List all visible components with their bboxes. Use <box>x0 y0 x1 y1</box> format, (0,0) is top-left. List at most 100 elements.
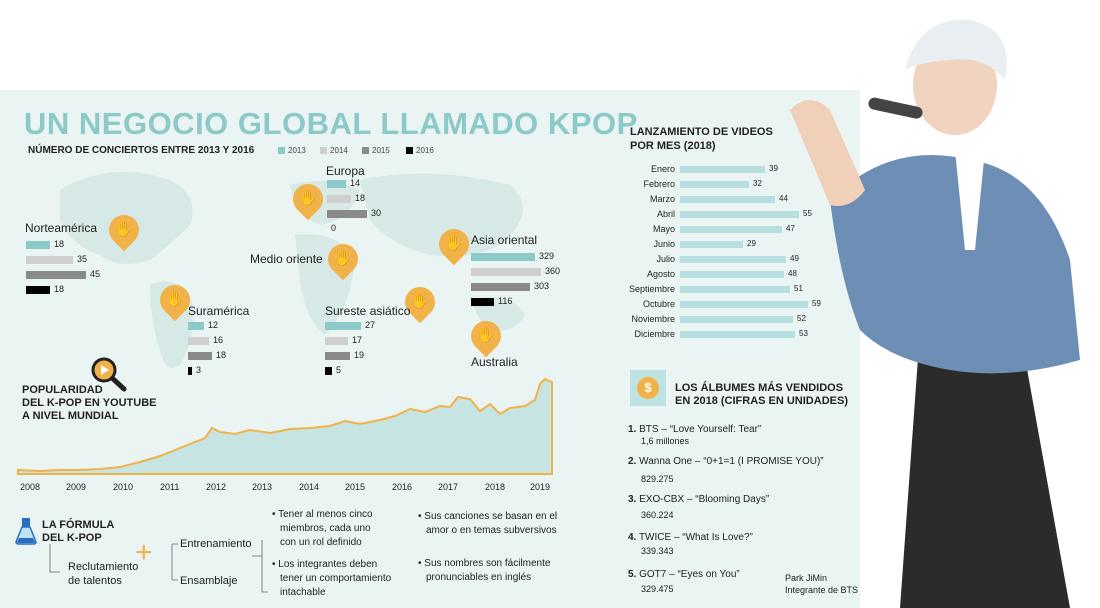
month-label: Febrero <box>643 179 675 189</box>
videos-title: LANZAMIENTO DE VIDEOS POR MES (2018) <box>630 126 773 152</box>
year-2012: 2012 <box>206 482 227 492</box>
album-1: 1. BTS – “Love Yourself: Tear” <box>628 424 762 435</box>
youtube-trend-chart <box>17 377 553 475</box>
month-label: Noviembre <box>631 314 675 324</box>
album-3-sales: 360.224 <box>641 510 674 520</box>
concert-value-2015: 45 <box>90 269 101 279</box>
video-bar <box>680 331 795 338</box>
concert-value-2013: 18 <box>54 239 65 249</box>
concert-value-2013: 14 <box>350 178 361 188</box>
concert-value-2015: 18 <box>216 350 227 360</box>
video-bar <box>680 241 743 248</box>
legend-2013: 2013 <box>278 146 306 155</box>
video-value: 55 <box>803 209 812 218</box>
page-title: UN NEGOCIO GLOBAL LLAMADO KPOP <box>24 106 638 141</box>
concert-value-2014: 16 <box>213 335 224 345</box>
year-2018: 2018 <box>485 482 506 492</box>
concert-bar-2014 <box>26 256 73 264</box>
concert-value-2013: 329 <box>539 251 555 261</box>
month-label: Septiembre <box>628 284 675 294</box>
year-2014: 2014 <box>299 482 320 492</box>
flask-icon <box>15 518 37 545</box>
formula-title: LA FÓRMULA DEL K-POP <box>42 519 115 544</box>
concert-value-2016: 18 <box>54 284 65 294</box>
artist-photo <box>790 19 1080 608</box>
video-value: 29 <box>747 239 756 248</box>
video-bar <box>680 226 782 233</box>
year-2009: 2009 <box>66 482 87 492</box>
video-value: 52 <box>797 314 806 323</box>
photo-caption: Park JiMin Integrante de BTS <box>785 573 859 595</box>
year-2017: 2017 <box>438 482 459 492</box>
albums-title: LOS ÁLBUMES MÁS VENDIDOS EN 2018 (CIFRAS… <box>675 382 848 407</box>
dollar-coin-icon: $ <box>637 377 659 399</box>
region-medio-oriente: Medio oriente <box>250 252 323 266</box>
region-suramerica: Suramérica <box>188 304 250 318</box>
month-label: Enero <box>650 164 675 174</box>
concert-bar-2013 <box>188 322 204 330</box>
region-sureste-asiatico: Sureste asiático <box>325 304 411 318</box>
month-label: Agosto <box>646 269 675 279</box>
concert-bar-2014 <box>327 195 351 203</box>
requirement-4: • Sus nombres son fácilmente pronunciabl… <box>418 558 551 583</box>
concert-value-2016: 0 <box>331 223 337 233</box>
region-australia: Australia <box>471 355 518 369</box>
concert-bar-2014 <box>188 337 209 345</box>
video-bar <box>680 256 786 263</box>
concert-value-2015: 19 <box>354 350 365 360</box>
video-value: 51 <box>794 284 803 293</box>
month-label: Octubre <box>642 299 675 309</box>
recruitment-label: Reclutamiento de talentos <box>68 561 139 587</box>
region-asia-oriental: Asia oriental <box>471 233 538 247</box>
month-label: Diciembre <box>634 329 675 339</box>
concert-bar-2015 <box>471 283 530 291</box>
video-value: 48 <box>788 269 797 278</box>
requirement-1: • Tener al menos cinco miembros, cada un… <box>272 509 373 548</box>
requirement-3: • Sus canciones se basan en el amor o en… <box>418 511 558 536</box>
concert-value-2014: 360 <box>545 266 561 276</box>
concert-bar-2015 <box>188 352 212 360</box>
pin-australia-icon: ✋ <box>464 314 508 358</box>
album-4: 4. TWICE – “What Is Love?” <box>628 532 753 543</box>
concert-value-2016: 5 <box>336 365 342 375</box>
year-2011: 2011 <box>160 482 180 492</box>
concert-value-2015: 303 <box>534 281 550 291</box>
concert-value-2015: 30 <box>371 208 382 218</box>
video-bar <box>680 271 784 278</box>
concert-bar-2013 <box>325 322 361 330</box>
coin-badge: $ <box>630 370 666 406</box>
legend-2016: 2016 <box>406 146 434 155</box>
video-bar <box>680 301 808 308</box>
month-label: Marzo <box>649 194 675 204</box>
formula-connectors <box>49 540 268 593</box>
video-value: 49 <box>790 254 799 263</box>
magnifier-youtube-icon <box>91 357 127 392</box>
youtube-title: POPULARIDAD DEL K-POP EN YOUTUBE A NIVEL… <box>22 384 157 422</box>
video-bar <box>680 166 765 173</box>
video-bar <box>680 316 793 323</box>
album-1-sales: 1,6 millones <box>641 436 690 446</box>
concerts-subtitle: NÚMERO DE CONCIERTOS ENTRE 2013 Y 2016 <box>28 145 255 156</box>
album-3: 3. EXO-CBX – “Blooming Days” <box>628 494 770 505</box>
year-2013: 2013 <box>252 482 273 492</box>
concert-value-2016: 116 <box>498 296 513 306</box>
step-assembly: Ensamblaje <box>180 575 238 587</box>
album-2-sales: 829.275 <box>641 474 674 484</box>
video-bar <box>680 196 775 203</box>
concert-bar-2016 <box>471 298 494 306</box>
concert-bar-2013 <box>26 241 50 249</box>
concert-value-2016: 3 <box>196 365 202 375</box>
requirement-2: • Los integrantes deben tener un comport… <box>272 559 392 598</box>
region-europa: Europa <box>326 164 365 178</box>
pin-medio-oriente-icon: ✋ <box>321 237 365 281</box>
video-value: 39 <box>769 164 778 173</box>
concert-bar-2015 <box>26 271 86 279</box>
year-2015: 2015 <box>345 482 366 492</box>
step-training: Entrenamiento <box>180 538 252 550</box>
pin-europa-icon: ✋ <box>286 177 330 221</box>
concert-bar-2014 <box>325 337 348 345</box>
video-value: 44 <box>779 194 788 203</box>
concert-bar-2015 <box>327 210 367 218</box>
concert-bar-2016 <box>325 367 332 375</box>
concert-value-2013: 12 <box>208 320 219 330</box>
